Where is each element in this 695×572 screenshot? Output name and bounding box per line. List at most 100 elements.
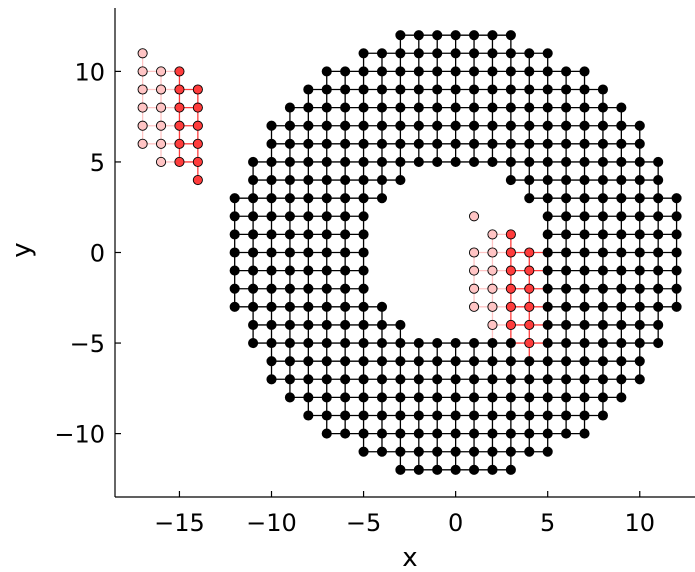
highlighted-site [505,265,516,276]
lattice-site [616,283,627,294]
highlighted-site [505,301,516,312]
lattice-site [432,84,443,95]
lattice-site [450,392,461,403]
lattice-site [376,48,388,59]
lattice-site [432,156,443,167]
lattice-site [579,338,590,349]
lattice-site [561,193,572,204]
lattice-site [358,410,369,421]
lattice-site [542,356,553,367]
lattice-site [634,247,645,258]
lattice-bonds [141,34,678,471]
highlighted-site [137,120,148,131]
lattice-site [266,319,277,330]
lattice-site [303,175,314,186]
lattice-site [358,446,369,457]
lattice-site [229,265,240,276]
lattice-site [542,247,553,258]
lattice-site [266,193,277,204]
lattice-site [395,319,406,330]
lattice-site [450,428,461,439]
lattice-site [358,229,369,240]
lattice-site [303,138,314,149]
lattice-site [376,428,388,439]
lattice-site [616,211,627,222]
highlighted-site [524,338,535,349]
lattice-site [450,374,461,385]
lattice-site [561,283,572,294]
lattice-site [561,84,572,95]
lattice-site [616,247,627,258]
highlighted-site [487,283,498,294]
lattice-site [671,229,682,240]
lattice-site [358,102,369,113]
lattice-site [284,175,295,186]
lattice-site [561,338,572,349]
lattice-site [303,338,314,349]
lattice-site [634,229,645,240]
lattice-site [395,446,406,457]
lattice-site [248,175,259,186]
lattice-site [561,374,572,385]
lattice-site [432,48,443,59]
lattice-site [321,265,332,276]
lattice-site [248,229,259,240]
lattice-site [597,392,608,403]
lattice-site [542,175,553,186]
lattice-site [579,265,590,276]
lattice-site [229,193,240,204]
lattice-site [597,193,608,204]
lattice-site [284,229,295,240]
lattice-site [634,120,645,131]
lattice-site [248,211,259,222]
lattice-site [505,102,516,113]
lattice-site [432,410,443,421]
lattice-site [505,120,516,131]
lattice-site [524,175,535,186]
lattice-site [266,156,277,167]
lattice-site [450,120,461,131]
lattice-site [358,319,369,330]
lattice-site [248,301,259,312]
lattice-site [597,156,608,167]
lattice-site [284,374,295,385]
lattice-site [266,356,277,367]
lattice-site [321,193,332,204]
lattice-site [579,374,590,385]
lattice-site [340,265,351,276]
lattice-site [376,102,388,113]
lattice-site [597,138,608,149]
lattice-site [616,102,627,113]
lattice-site [579,428,590,439]
lattice-site [321,283,332,294]
lattice-site [376,138,388,149]
lattice-site [561,138,572,149]
lattice-site [634,193,645,204]
lattice-site [358,301,369,312]
highlighted-site [192,120,203,131]
lattice-site [413,338,424,349]
y-axis-label: y [7,242,37,257]
lattice-site [616,175,627,186]
lattice-site [524,102,535,113]
lattice-site [524,84,535,95]
lattice-site [579,392,590,403]
lattice-site [358,428,369,439]
lattice-site [303,102,314,113]
lattice-site [266,301,277,312]
lattice-site [542,102,553,113]
lattice-site [321,338,332,349]
lattice-site [413,356,424,367]
lattice-site [450,156,461,167]
lattice-site [634,356,645,367]
lattice-site [303,319,314,330]
lattice-site [505,464,516,475]
lattice-site [284,301,295,312]
lattice-site [468,428,480,439]
lattice-sites [137,30,682,475]
lattice-site [505,84,516,95]
lattice-site [340,102,351,113]
lattice-site [542,446,553,457]
lattice-site [413,464,424,475]
highlighted-site [524,265,535,276]
